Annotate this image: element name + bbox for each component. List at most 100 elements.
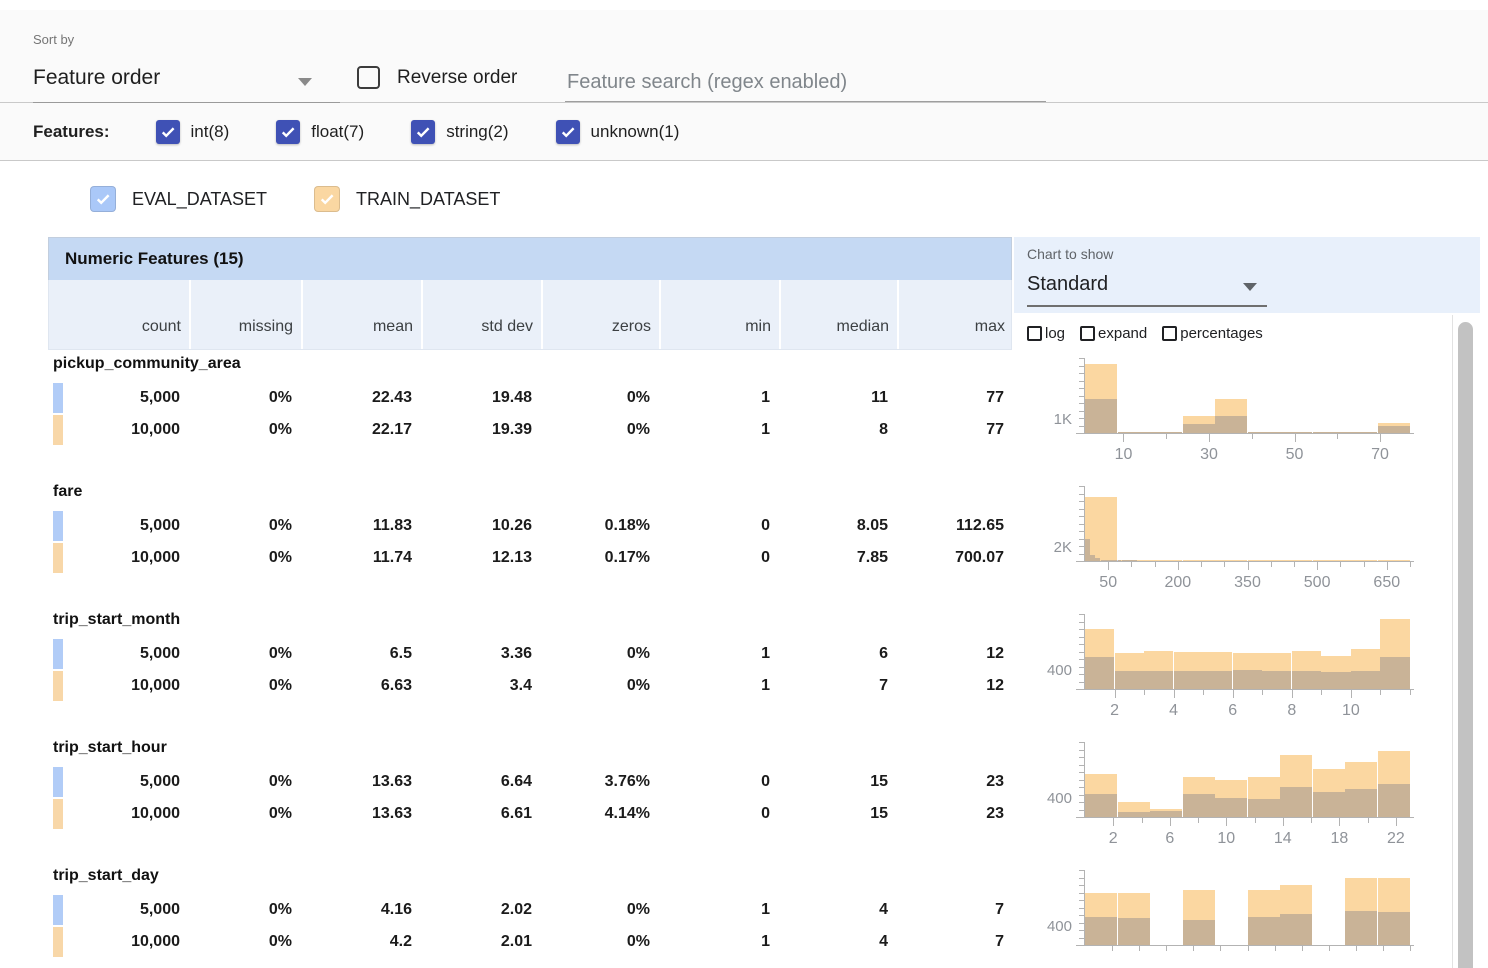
- stat-cell-missing: 0%: [188, 798, 300, 830]
- dataset-label: EVAL_DATASET: [132, 189, 267, 210]
- stat-cell-min: 1: [658, 382, 778, 414]
- stat-cell-missing: 0%: [188, 414, 300, 446]
- x-axis-tick-label: 70: [1358, 446, 1402, 464]
- y-axis-tick: [1079, 622, 1085, 623]
- numeric-features-section: Numeric Features (15) countmissingmeanst…: [48, 237, 1480, 968]
- histogram-bar: [1132, 560, 1137, 561]
- histogram-bar: [1280, 787, 1312, 817]
- chart-option-label: expand: [1098, 325, 1147, 342]
- stat-cell-std-dev: 19.39: [420, 414, 540, 446]
- chart-option-percentages[interactable]: percentages: [1162, 325, 1263, 342]
- stat-cell-min: 1: [658, 670, 778, 702]
- histogram-bar: [1122, 560, 1127, 561]
- checkbox-checked-icon[interactable]: [156, 120, 180, 144]
- sort-by-select[interactable]: Feature order: [33, 60, 340, 104]
- chart-controls-panel: Chart to show Standard: [1014, 237, 1480, 313]
- column-header-zeros: zeros: [541, 280, 659, 349]
- feature-block-trip_start_hour: trip_start_hour5,0000%13.636.643.76%0152…: [48, 736, 1480, 864]
- stat-cell-count: 10,000: [48, 542, 188, 574]
- stat-cell-std-dev: 6.64: [420, 766, 540, 798]
- histogram-bar: [1248, 560, 1280, 561]
- feature-type-filter-int[interactable]: int(8): [156, 120, 230, 144]
- feature-type-filter-string[interactable]: string(2): [411, 120, 508, 144]
- stat-cell-max: 23: [896, 798, 1012, 830]
- x-axis-tick: [1166, 434, 1167, 439]
- stat-cell-missing: 0%: [188, 382, 300, 414]
- feature-search-input[interactable]: [565, 64, 1046, 102]
- scrollbar-thumb[interactable]: [1458, 322, 1473, 968]
- dataset-color-swatch: [53, 511, 63, 541]
- chart-option-row: log expand percentages: [1014, 316, 1480, 350]
- stat-cell-missing: 0%: [188, 670, 300, 702]
- sort-by-label: Sort by: [33, 32, 74, 47]
- chart-option-log[interactable]: log: [1027, 325, 1065, 342]
- checkbox-checked-icon[interactable]: [411, 120, 435, 144]
- histogram-plot: [1085, 870, 1410, 945]
- histogram-bar: [1111, 560, 1116, 561]
- dataset-toggle-eval_dataset[interactable]: EVAL_DATASET: [90, 186, 267, 212]
- feature-type-filter-unknown[interactable]: unknown(1): [556, 120, 680, 144]
- dataset-color-swatch: [53, 895, 63, 925]
- histogram-bar: [1118, 918, 1150, 945]
- histogram-bar: [1321, 672, 1350, 690]
- reverse-order-checkbox[interactable]: Reverse order: [357, 66, 517, 89]
- checkbox-checked-icon[interactable]: [90, 186, 116, 212]
- histogram-bar: [1248, 799, 1280, 817]
- histogram-bar: [1150, 560, 1182, 561]
- x-axis-tick: [1201, 562, 1202, 567]
- feature-type-filter-float[interactable]: float(7): [276, 120, 364, 144]
- x-axis-tick: [1248, 946, 1249, 951]
- stat-cell-mean: 6.63: [300, 670, 420, 702]
- stat-cell-std-dev: 19.48: [420, 382, 540, 414]
- chart-option-expand[interactable]: expand: [1080, 325, 1147, 342]
- stat-cell-mean: 13.63: [300, 766, 420, 798]
- dataset-legend-row: EVAL_DATASET TRAIN_DATASET: [0, 161, 1488, 237]
- chart-type-select[interactable]: Standard: [1027, 267, 1267, 307]
- checkbox-unchecked-icon[interactable]: [1027, 326, 1042, 341]
- toolbar: Sort by Feature order Reverse order: [0, 10, 1488, 103]
- histogram-bar: [1248, 917, 1280, 945]
- histogram-bar: [1313, 560, 1345, 561]
- stat-cell-max: 700.07: [896, 542, 1012, 574]
- column-header-missing: missing: [189, 280, 301, 349]
- checkbox-checked-icon[interactable]: [276, 120, 300, 144]
- feature-name: fare: [53, 483, 82, 501]
- x-axis-tick-label: 50: [1273, 446, 1317, 464]
- stat-cell-zeros: 0%: [540, 414, 658, 446]
- histogram-bar: [1378, 560, 1410, 561]
- stat-cell-min: 0: [658, 510, 778, 542]
- checkbox-unchecked-icon[interactable]: [1080, 326, 1095, 341]
- stat-cell-count: 10,000: [48, 798, 188, 830]
- x-axis: [1076, 945, 1414, 946]
- stat-cell-median: 4: [778, 926, 896, 958]
- features-label: Features:: [33, 122, 110, 142]
- stat-cell-missing: 0%: [188, 510, 300, 542]
- stat-cell-count: 5,000: [48, 766, 188, 798]
- feature-stats-row-train_dataset: 10,0000%11.7412.130.17%07.85700.07: [48, 542, 1012, 574]
- checkbox-unchecked-icon[interactable]: [1162, 326, 1177, 341]
- histogram-bar: [1280, 914, 1312, 945]
- stat-cell-std-dev: 10.26: [420, 510, 540, 542]
- stat-cell-max: 7: [896, 926, 1012, 958]
- x-axis-tick: [1387, 562, 1388, 570]
- x-axis-tick: [1364, 562, 1365, 567]
- reverse-order-label: Reverse order: [397, 67, 517, 89]
- checkbox-checked-icon[interactable]: [556, 120, 580, 144]
- checkbox-checked-icon[interactable]: [314, 186, 340, 212]
- x-axis-tick: [1302, 946, 1303, 951]
- checkbox-unchecked-icon[interactable]: [357, 66, 380, 89]
- x-axis-tick: [1220, 946, 1221, 951]
- stat-cell-max: 12: [896, 670, 1012, 702]
- x-axis-tick: [1380, 434, 1381, 442]
- chevron-down-icon: [1243, 283, 1257, 291]
- column-header-std-dev: std dev: [421, 280, 541, 349]
- histogram-bar: [1183, 794, 1215, 817]
- dataset-toggle-train_dataset[interactable]: TRAIN_DATASET: [314, 186, 500, 212]
- x-axis-tick: [1209, 434, 1210, 442]
- y-axis-tick: [1079, 878, 1085, 879]
- stat-cell-median: 8: [778, 414, 896, 446]
- dataset-color-swatch: [53, 639, 63, 669]
- stat-cell-count: 10,000: [48, 926, 188, 958]
- stat-cell-count: 10,000: [48, 414, 188, 446]
- check-icon: [559, 123, 577, 141]
